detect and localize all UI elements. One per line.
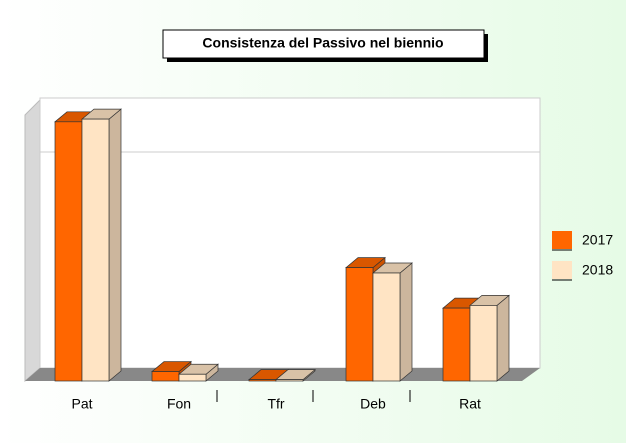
chart-title: Consistenza del Passivo nel biennio (202, 35, 443, 51)
bar-front (178, 373, 207, 382)
legend-label: 2018 (582, 262, 613, 278)
x-tick-label: Fon (167, 396, 191, 412)
bar (275, 368, 316, 382)
legend-swatch (552, 231, 572, 249)
legend-swatch (552, 261, 572, 279)
bar-front (81, 118, 110, 382)
bar-front (275, 379, 304, 382)
bar-front (442, 307, 471, 382)
bar-side (496, 294, 510, 382)
bar-front (372, 272, 401, 382)
x-tick-label: Tfr (267, 396, 284, 412)
x-tick-label: Rat (459, 396, 481, 412)
bar (81, 108, 122, 382)
bar-front (469, 305, 498, 382)
bar-front (248, 379, 277, 382)
bar-front (345, 267, 374, 382)
title-box (162, 29, 485, 59)
bar (469, 294, 510, 382)
bar-side (108, 108, 122, 382)
x-tick-label: Pat (71, 396, 92, 412)
legend-label: 2017 (582, 232, 613, 248)
bar (372, 262, 413, 382)
x-tick-label: Deb (360, 396, 386, 412)
bar-front (54, 121, 83, 382)
side-wall (24, 98, 41, 383)
bar (178, 363, 219, 382)
bar-front (151, 371, 180, 382)
bar-side (399, 262, 413, 382)
